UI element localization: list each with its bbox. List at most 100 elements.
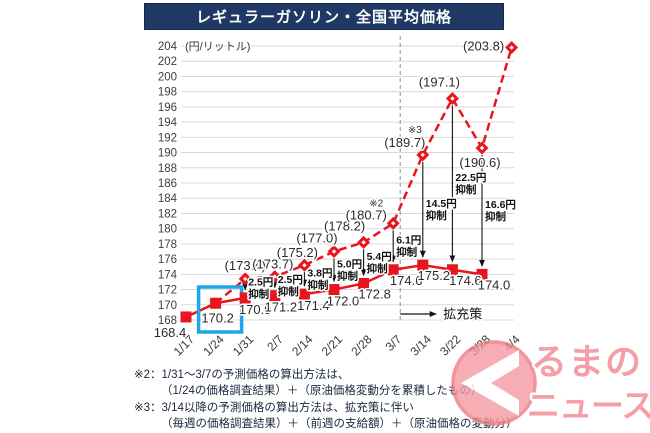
forecast-value-label: (173.4) (225, 258, 266, 273)
forecast-point-center (509, 45, 514, 50)
forecast-point-center (479, 145, 485, 151)
forecast-value-label: (178.2) (324, 218, 365, 233)
y-tick-label: 194 (158, 117, 178, 129)
suppression-amount-label: 3.8円 (307, 268, 332, 280)
note-marker: ※2 (369, 198, 383, 209)
page-title: レギュラーガソリン・全国平均価格 (144, 3, 504, 30)
suppression-word-label: 抑制 (337, 270, 358, 283)
actual-point (387, 264, 399, 276)
actual-point (180, 311, 192, 323)
suppression-word-label: 抑制 (485, 210, 506, 223)
actual-value-label: 174.6 (449, 273, 482, 288)
note-marker: ※3 (408, 125, 422, 136)
actual-point (269, 290, 281, 302)
expansion-label: 拡充策 (443, 307, 482, 322)
x-tick-label: 2/21 (319, 332, 346, 359)
actual-value-label: 174.0 (478, 277, 511, 292)
forecast-value-label: (197.1) (419, 75, 460, 90)
suppression-word-label: 抑制 (367, 262, 388, 275)
forecast-value-label: (190.6) (459, 155, 500, 170)
actual-point (298, 288, 310, 300)
actual-value-label: 168.4 (154, 325, 187, 340)
x-tick-label: 2/28 (348, 332, 375, 359)
suppression-amount-label: 5.4円 (367, 251, 392, 263)
forecast-point-center (450, 96, 455, 101)
actual-value-label: 170.9 (239, 302, 272, 317)
chart-layer: 168 170 172 174 176 178 180 182 184 186 188 190 192 1… (152, 36, 523, 359)
actual-value-label: 175.2 (418, 268, 451, 283)
actual-value-label: 174.6 (390, 273, 423, 288)
footnote-line: （1/24の価格調査結果）＋（原油価格変動分を累積したもの） (161, 385, 483, 398)
brand-ku-notch (491, 366, 519, 400)
actual-value-label: 171.4 (297, 298, 330, 313)
suppression-amount-label: 2.5円 (278, 274, 303, 286)
highlight-box (196, 285, 244, 334)
forecast-value-label: (175.2) (277, 245, 318, 260)
actual-point (210, 297, 222, 309)
actual-value-label: 170.2 (201, 310, 234, 325)
actual-value-label: 172.8 (358, 286, 391, 301)
forecast-value-label: (180.7) (346, 207, 387, 222)
y-tick-label: 186 (158, 178, 177, 190)
suppression-word-label: 抑制 (396, 246, 417, 259)
suppression-amount-label: 2.5円 (248, 276, 273, 288)
forecast-point-center (243, 276, 248, 282)
forecast-point-center (302, 263, 307, 268)
y-tick-label: 200 (158, 71, 177, 83)
forecast-point-center (391, 221, 396, 226)
footnote-line: ※2：1/31～3/7の予測価格の算出方法は、 (134, 369, 350, 381)
suppression-word-label: 抑制 (278, 285, 299, 298)
actual-point (328, 284, 340, 296)
y-tick-label: 190 (158, 148, 177, 160)
y-tick-label: 196 (158, 102, 177, 114)
suppression-word-label: 抑制 (307, 279, 328, 292)
forecast-value-label: (177.0) (296, 231, 337, 246)
suppression-amount-label: 16.6円 (485, 199, 516, 211)
x-tick-label: 3/22 (437, 332, 464, 359)
x-tick-label: 1/24 (200, 332, 227, 359)
y-tick-label: 174 (158, 269, 178, 281)
y-tick-label: 182 (158, 208, 177, 220)
forecast-point-center (420, 152, 425, 158)
forecast-point-center (331, 249, 337, 254)
suppression-word-label: 抑制 (248, 287, 269, 300)
y-tick-label: 172 (158, 285, 177, 297)
forecast-value-label: (189.7) (384, 135, 425, 150)
actual-point (417, 259, 429, 271)
actual-value-label: 172.0 (327, 294, 360, 309)
x-tick-label: 2/7 (264, 332, 286, 354)
forecast-value-label: (173.7) (252, 257, 293, 272)
x-tick-label: 3/7 (383, 332, 405, 354)
forecast-point-center (272, 274, 277, 279)
actual-value-label: 171.2 (265, 300, 298, 315)
y-tick-label: 204 (158, 41, 178, 53)
footnote-line: ※3：3/14以降の予測価格の算出方法は、拡充策に伴い (134, 401, 414, 414)
actual-point (239, 292, 251, 304)
actual-point (446, 264, 458, 276)
y-tick-label: 178 (158, 239, 177, 251)
suppression-amount-label: 5.0円 (337, 259, 362, 271)
brand-text-bottom: ニュース (527, 387, 650, 424)
brand-text-top: るまの (531, 341, 642, 382)
actual-point (358, 277, 370, 289)
y-tick-label: 176 (158, 254, 177, 266)
suppression-word-label: 抑制 (426, 209, 447, 222)
x-tick-label: 1/31 (230, 332, 257, 359)
suppression-amount-label: 14.5円 (426, 198, 457, 210)
footnote-line: （毎週の価格調査結果）＋（前週の支給額）＋（原油価格の変動分） (161, 417, 518, 430)
brand-watermark: るまの ニュース (451, 339, 650, 427)
suppression-amount-label: 6.1円 (396, 235, 421, 247)
x-tick-label: 3/14 (408, 332, 435, 359)
brand-ku-icon (461, 350, 519, 416)
x-tick-label: 2/14 (289, 332, 316, 359)
y-tick-label: 180 (158, 224, 177, 236)
unit-label: (円/リットル) (185, 41, 250, 53)
footnotes: ※2：1/31～3/7の予測価格の算出方法は、 （1/24の価格調査結果）＋（原… (134, 367, 518, 432)
forecast-point-center (361, 240, 366, 245)
suppression-amount-label: 22.5円 (455, 172, 486, 184)
y-tick-label: 198 (158, 87, 177, 99)
actual-point (476, 268, 488, 280)
forecast-value-label: (203.8) (463, 39, 504, 54)
